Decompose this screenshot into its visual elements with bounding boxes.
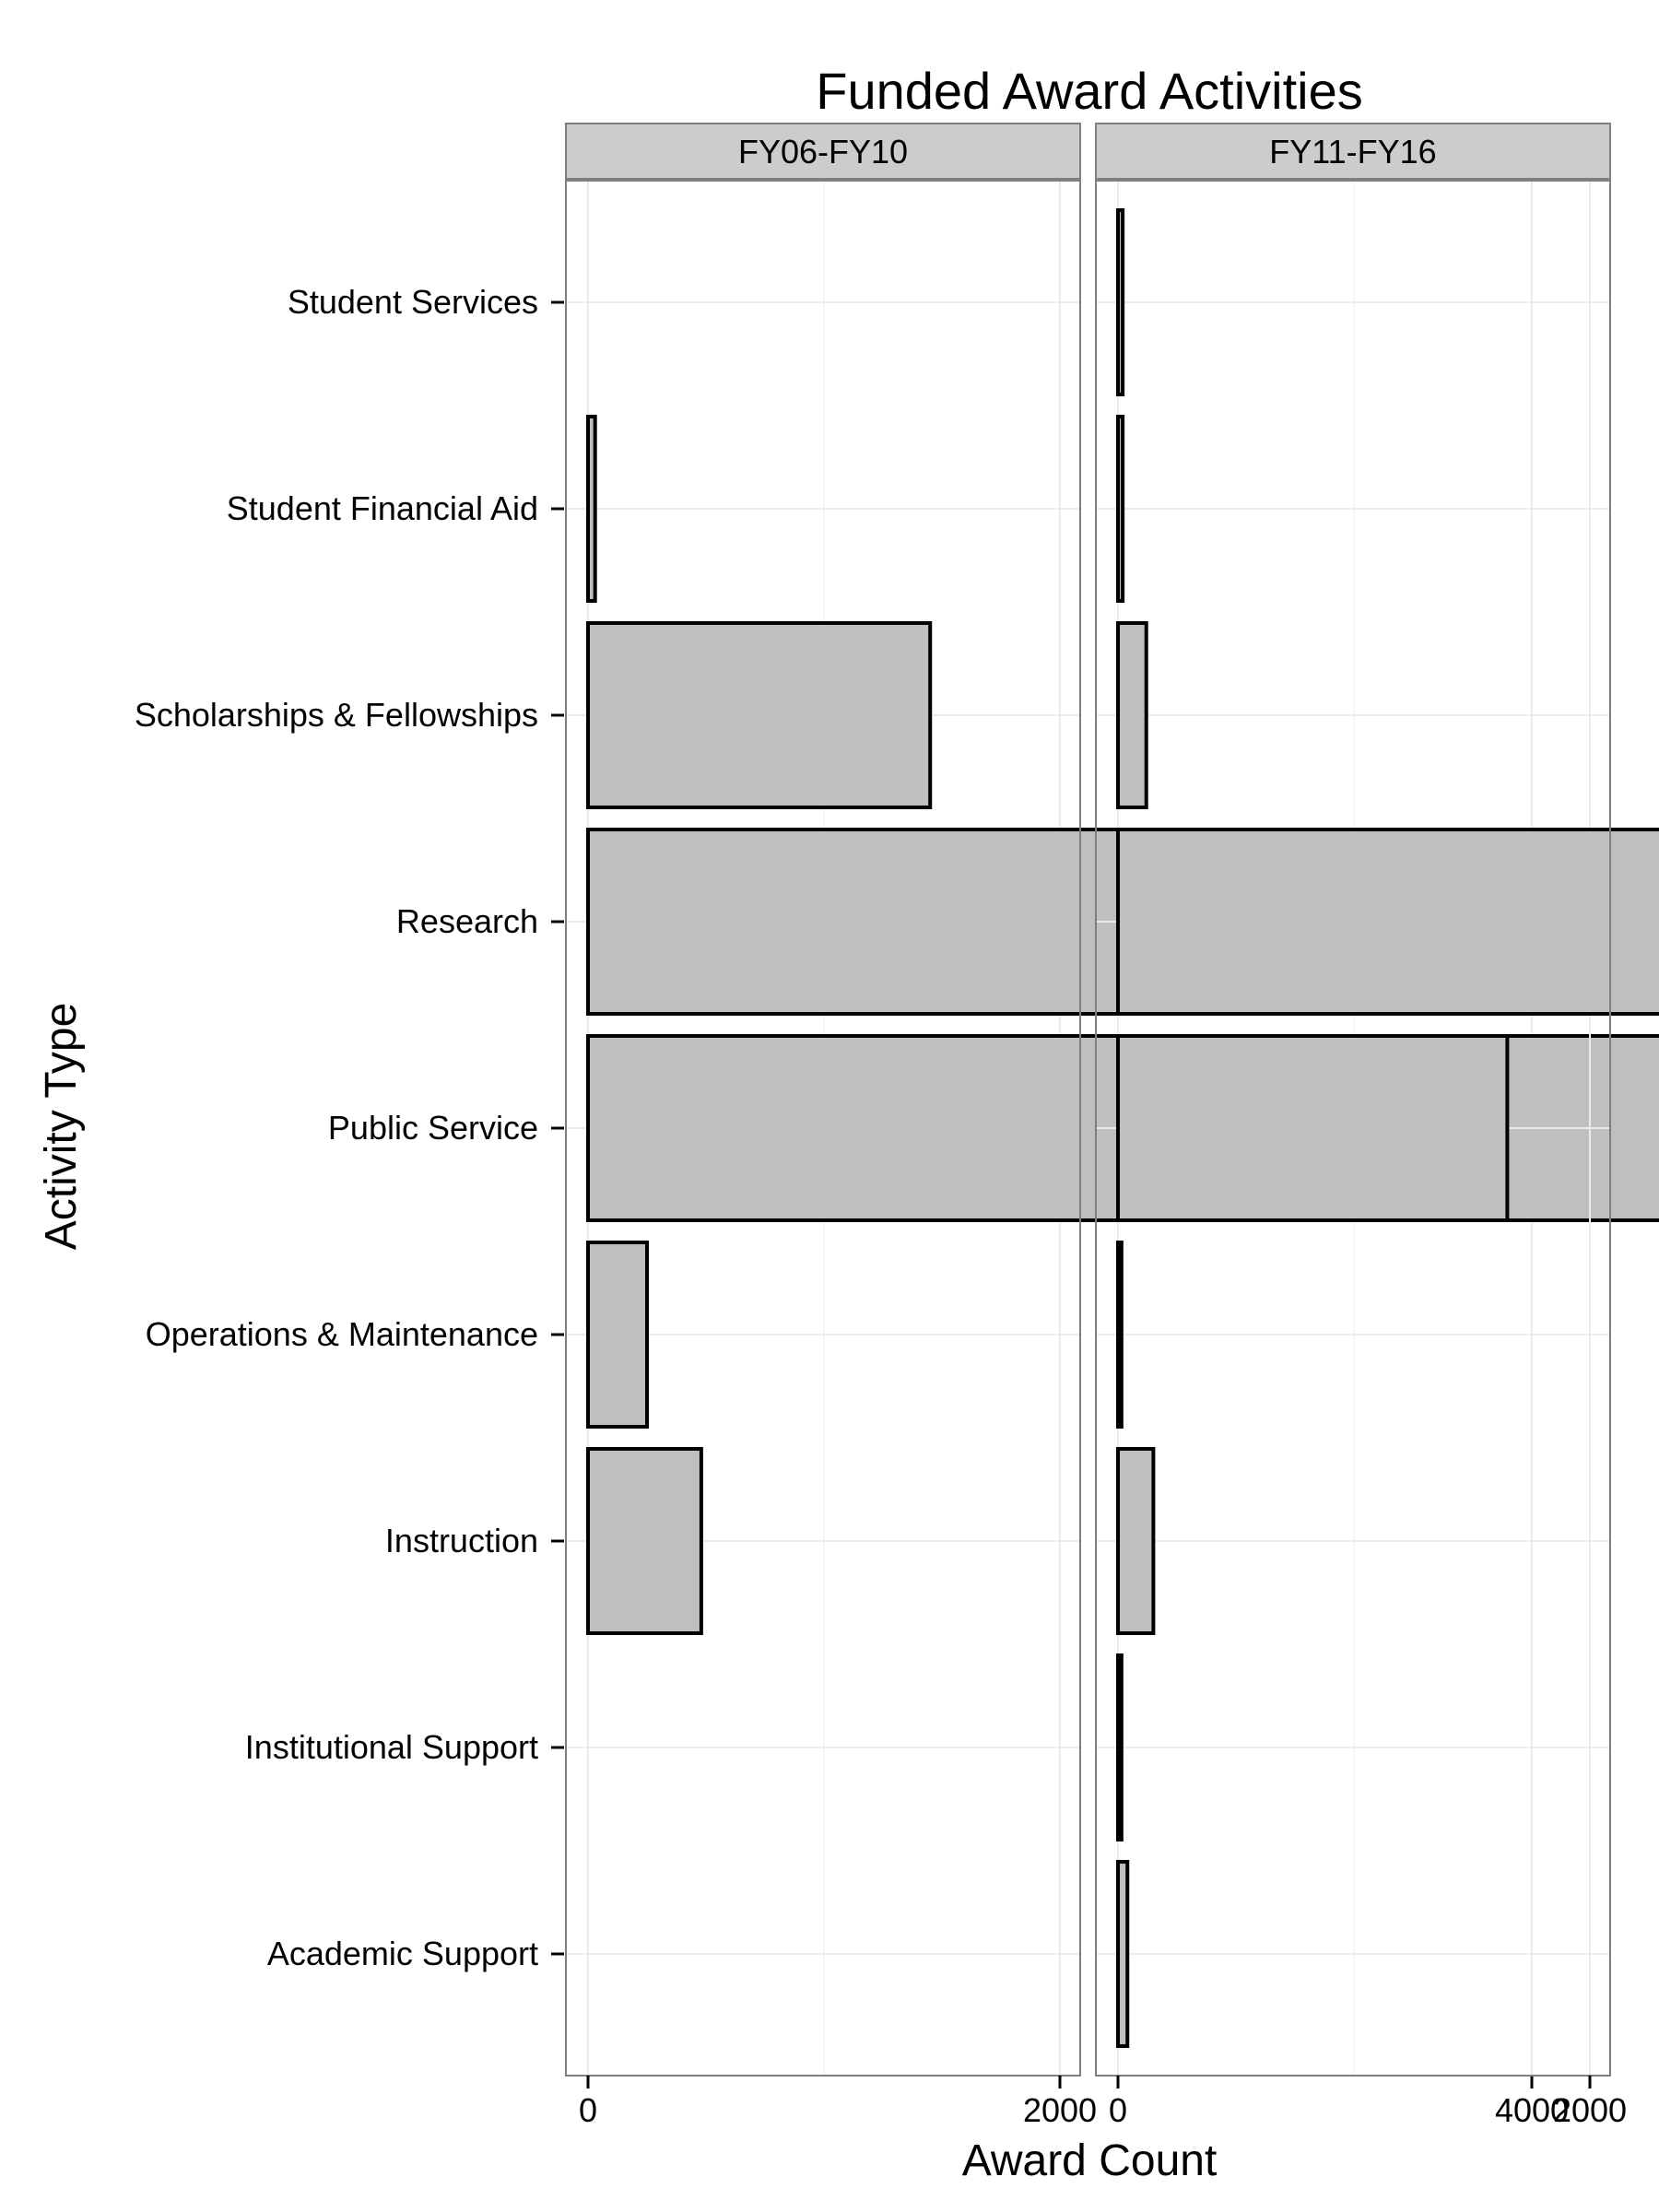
- bar-2-3: [1116, 828, 1659, 1016]
- y-category-label: Scholarships & Fellowships: [135, 696, 538, 734]
- panel-border-2: [1095, 180, 1611, 2077]
- x-tick-label: 2000: [1023, 2091, 1097, 2129]
- y-category-label: Research: [396, 902, 538, 940]
- bar-1-2: [586, 621, 933, 809]
- bar-2-5: [1116, 1241, 1124, 1429]
- y-axis-title: Activity Type: [37, 1003, 86, 1251]
- y-category-label: Academic Support: [267, 1935, 538, 1972]
- y-category-label: Operations & Maintenance: [146, 1315, 538, 1353]
- bar-2-1: [1116, 415, 1125, 603]
- y-axis: Student Services Student Financial Aid Sch…: [135, 283, 564, 1972]
- bar-2-6: [1116, 1447, 1156, 1635]
- bar-1-5: [586, 1241, 649, 1429]
- bars: [1116, 208, 1659, 2048]
- x-axis-1: 02000400060008000: [579, 2076, 1569, 2129]
- y-category-label: Instruction: [385, 1522, 538, 1559]
- facet-strip-2: [1095, 123, 1611, 180]
- facet-strip-label-2: FY11-FY16: [1269, 133, 1436, 171]
- facet-strip-1: [565, 123, 1081, 180]
- bar-2-0: [1116, 208, 1125, 396]
- facet-strip-label-1: FY06-FY10: [738, 133, 908, 171]
- panels-layer: FY06-FY1002000400060008000FY11-FY1602000…: [565, 123, 1659, 2129]
- bar-1-6: [586, 1447, 703, 1635]
- facet-panel-2: FY11-FY1602000400060008000: [1095, 123, 1659, 2129]
- x-axis-2: 02000400060008000: [1109, 2076, 1627, 2129]
- x-tick-label: 2000: [1553, 2091, 1627, 2129]
- bar-2-8: [1116, 1860, 1130, 2048]
- y-category-label: Student Services: [288, 283, 538, 321]
- chart-title: Funded Award Activities: [816, 62, 1363, 120]
- y-category-label: Institutional Support: [245, 1728, 538, 1766]
- bar-2-2: [1116, 621, 1148, 809]
- bar-2-4: [1116, 1034, 1510, 1222]
- bar-1-1: [586, 415, 597, 603]
- bar-2-7: [1116, 1653, 1124, 1841]
- x-tick-label: 4000: [1495, 2091, 1569, 2129]
- x-axis-title: Award Count: [962, 2136, 1218, 2185]
- y-category-label: Public Service: [328, 1109, 538, 1147]
- panel-border-1: [565, 180, 1081, 2077]
- x-tick-label: 0: [579, 2091, 597, 2129]
- y-category-label: Student Financial Aid: [227, 489, 538, 527]
- x-tick-label: 0: [1109, 2091, 1127, 2129]
